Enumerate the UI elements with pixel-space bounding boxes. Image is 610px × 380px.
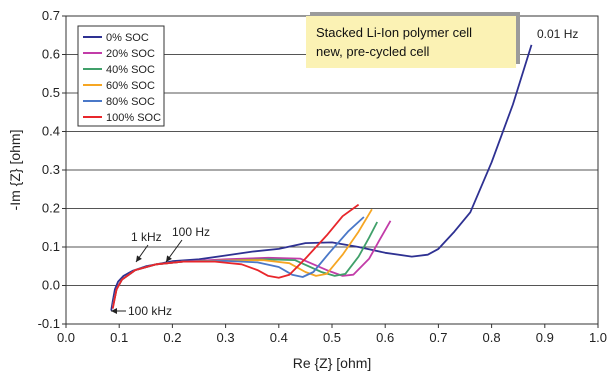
x-tick-label: 0.8 bbox=[483, 330, 501, 345]
x-tick-label: 1.0 bbox=[589, 330, 607, 345]
note-line-1: Stacked Li-Ion polymer cell bbox=[316, 25, 472, 40]
x-tick-label: 0.9 bbox=[536, 330, 554, 345]
note-box-background bbox=[306, 16, 516, 68]
annotation-100-hz: 100 Hz bbox=[172, 225, 210, 239]
x-tick-label: 0.5 bbox=[323, 330, 341, 345]
x-tick-label: 0.7 bbox=[429, 330, 447, 345]
x-tick-label: 0.3 bbox=[217, 330, 235, 345]
annotation-0-01-hz: 0.01 Hz bbox=[537, 27, 578, 41]
series-lines bbox=[110, 44, 533, 311]
y-tick-label: 0.2 bbox=[42, 201, 60, 216]
x-tick-label: 0.1 bbox=[110, 330, 128, 345]
y-tick-label: 0.7 bbox=[42, 8, 60, 23]
series-line-0 bbox=[110, 44, 533, 311]
y-axis-title: -Im {Z} [ohm] bbox=[7, 130, 23, 211]
x-tick-label: 0.4 bbox=[270, 330, 288, 345]
annotation-1-khz: 1 kHz bbox=[131, 230, 162, 244]
y-tick-label: 0.0 bbox=[42, 278, 60, 293]
axis-ticks: 0.0 0.1 0.2 0.3 0.4 0.5 0.6 0.7 0.8 0.9 1.0-0.10.0… bbox=[38, 8, 607, 345]
arrowhead-100-hz bbox=[166, 255, 172, 262]
legend: 0% SOC 20% SOC 40% SOC 60% SOC 80% SOC 100% S… bbox=[77, 25, 165, 127]
y-tick-label: 0.5 bbox=[42, 85, 60, 100]
arrowhead-1-khz bbox=[136, 255, 142, 262]
x-tick-label: 0.6 bbox=[376, 330, 394, 345]
note-box: Stacked Li-Ion polymer cell new, pre-cyc… bbox=[306, 12, 520, 68]
x-tick-label: 0.0 bbox=[57, 330, 75, 345]
x-axis-title: Re {Z} [ohm] bbox=[293, 355, 372, 371]
note-line-2: new, pre-cycled cell bbox=[316, 44, 430, 59]
x-tick-label: 0.2 bbox=[163, 330, 181, 345]
legend-label: 100% SOC bbox=[106, 112, 161, 124]
y-tick-label: 0.3 bbox=[42, 162, 60, 177]
annotation-100-khz: 100 kHz bbox=[128, 304, 172, 318]
y-tick-label: 0.4 bbox=[42, 124, 60, 139]
legend-label: 40% SOC bbox=[106, 64, 155, 76]
legend-label: 0% SOC bbox=[106, 32, 149, 44]
arrowhead-100-khz bbox=[111, 308, 117, 314]
legend-label: 20% SOC bbox=[106, 48, 155, 60]
frequency-annotations: 0.01 Hz 100 Hz 1 kHz 100 kHz bbox=[111, 27, 578, 318]
legend-label: 60% SOC bbox=[106, 80, 155, 92]
legend-items: 0% SOC 20% SOC 40% SOC 60% SOC 80% SOC 100% S… bbox=[83, 32, 161, 124]
legend-label: 80% SOC bbox=[106, 96, 155, 108]
y-tick-label: 0.6 bbox=[42, 47, 60, 62]
y-tick-label: 0.1 bbox=[42, 239, 60, 254]
legend-box bbox=[77, 25, 165, 127]
series-line-5 bbox=[111, 203, 360, 309]
y-tick-label: -0.1 bbox=[38, 316, 60, 331]
